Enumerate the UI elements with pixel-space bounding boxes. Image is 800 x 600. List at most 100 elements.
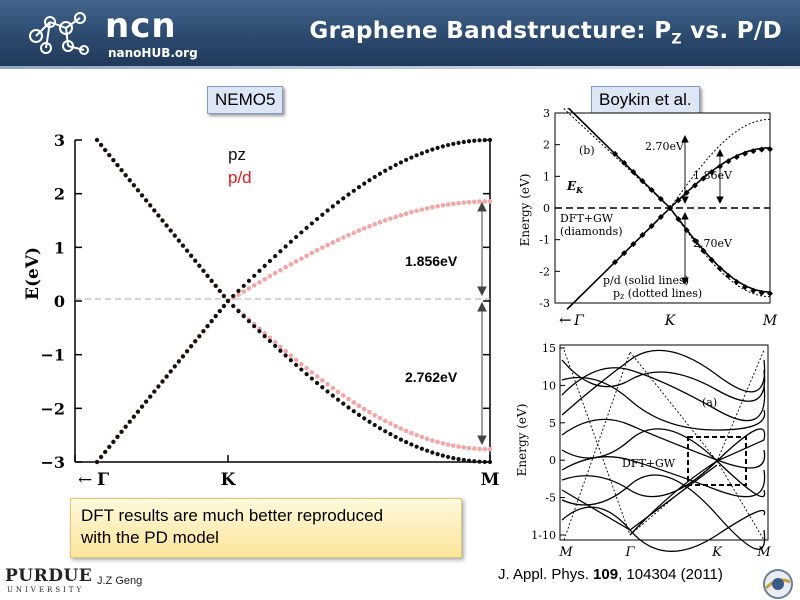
pd-band-point <box>367 223 372 229</box>
pz-band-point <box>335 200 341 205</box>
dotted-band <box>629 351 765 541</box>
pz-band-point <box>299 367 304 372</box>
pd-band-point <box>299 256 304 261</box>
pd-band-point <box>377 415 383 421</box>
pd-band-point <box>424 436 430 442</box>
dft-diamond <box>750 287 757 294</box>
pz-band-point <box>477 459 482 464</box>
y-tick-label: 2 <box>54 185 65 204</box>
band-curve <box>561 376 766 431</box>
pz-band-point <box>320 385 325 390</box>
citation-rest: , 104304 (2011) <box>618 566 723 583</box>
pd-band-point <box>445 202 451 207</box>
pz-band-point <box>201 329 206 334</box>
pd-band-point <box>388 216 393 221</box>
pz-band-point <box>320 212 325 217</box>
pz-band-point <box>430 450 435 455</box>
gamma-arrow: ← <box>78 470 92 490</box>
pz-band-point <box>487 459 493 465</box>
pz-band-point <box>164 223 169 228</box>
pz-band-point <box>283 353 288 358</box>
pz-band-point <box>419 151 424 156</box>
x-tick-label: K <box>711 545 723 560</box>
dft-diamond <box>725 158 732 165</box>
pd-band-point <box>272 340 278 345</box>
pz-band-point <box>404 439 409 445</box>
dft-diamond <box>630 241 637 248</box>
pz-band-point <box>487 137 493 143</box>
dft-gw-band-figure: 15 10 5 0 -5 1-10 M Γ K M Energy (eV) (a) DFT+GW <box>515 342 771 560</box>
pz-band-point <box>367 419 372 424</box>
pz-band-point <box>246 319 252 324</box>
pz-band-point <box>341 401 346 406</box>
pd-band-point <box>356 403 362 409</box>
dft-diamond <box>657 195 664 202</box>
pz-band-point <box>131 183 136 188</box>
pz-band-point <box>267 258 273 264</box>
pz-band-point <box>482 459 487 465</box>
pz-band-point <box>299 230 304 235</box>
dft-diamond <box>667 205 673 211</box>
pz-band-point <box>409 155 414 160</box>
pd-band-point <box>288 353 294 358</box>
pz-band-point <box>168 228 173 233</box>
pd-band-point <box>382 218 388 223</box>
pz-band-point <box>425 448 430 453</box>
pz-band-point <box>252 273 257 278</box>
pz-band-point <box>451 141 456 146</box>
y-tick-label: 15 <box>542 342 556 355</box>
pd-band-point <box>440 203 446 208</box>
dft-diamond <box>742 283 748 290</box>
dft-diamond <box>621 159 628 166</box>
pd-band-point <box>267 273 273 279</box>
band-curve <box>561 349 766 416</box>
pz-band-point <box>383 168 388 173</box>
dft-diamond <box>692 182 698 189</box>
dft-diamond <box>767 290 773 297</box>
dft-diamond <box>612 150 618 157</box>
pz-band-point <box>197 263 202 268</box>
pz-band-point <box>221 293 227 299</box>
pd-band-point <box>340 393 346 398</box>
author-name: J.Z Geng <box>97 575 143 587</box>
pd-band-point <box>320 378 325 383</box>
pd-gap-label: 1.86eV <box>693 169 733 182</box>
y-tick-label: 1-10 <box>531 529 556 542</box>
pz-band-point <box>309 221 314 226</box>
y-axis-label: Energy (eV) <box>518 174 532 247</box>
dft-diamond <box>717 265 723 272</box>
pd-band-point <box>466 199 472 205</box>
y-axis-label: E(eV) <box>23 247 43 300</box>
pz-band-point <box>267 338 273 344</box>
x-tick-label: M <box>558 545 573 560</box>
pd-band-point <box>456 444 461 449</box>
y-tick-label: −3 <box>40 453 65 472</box>
pz-band-point <box>404 157 409 163</box>
pz-band-point <box>435 452 440 457</box>
pz-band-point <box>94 459 100 465</box>
pz-band-point <box>205 273 210 278</box>
pz-band-point <box>409 442 414 447</box>
dft-diamond <box>750 148 757 155</box>
pd-band-point <box>403 428 409 434</box>
gap-annotation-2: 2.762eV <box>405 369 458 385</box>
pz-band-point <box>172 233 177 238</box>
y-tick-label: -5 <box>545 492 556 505</box>
dft-diamond <box>648 223 655 230</box>
zoom-box <box>687 436 747 486</box>
pz-band-point <box>152 389 157 394</box>
pd-band-point <box>487 199 493 204</box>
pz-band-point <box>461 457 466 463</box>
pd-band-point <box>461 445 467 450</box>
pz-band-point <box>356 412 362 417</box>
pz-band-point <box>273 343 278 349</box>
purdue-logo: PURDUE UNIVERSITY <box>5 566 95 598</box>
pz-band-point <box>461 139 466 145</box>
pd-band-point <box>409 430 414 436</box>
pz-band-point <box>111 439 116 444</box>
pd-band-point <box>430 438 435 443</box>
pd-band-point <box>393 423 398 429</box>
pz-band-point <box>304 225 309 231</box>
logo-nanohub-text: nanoHUB.org <box>108 46 198 60</box>
